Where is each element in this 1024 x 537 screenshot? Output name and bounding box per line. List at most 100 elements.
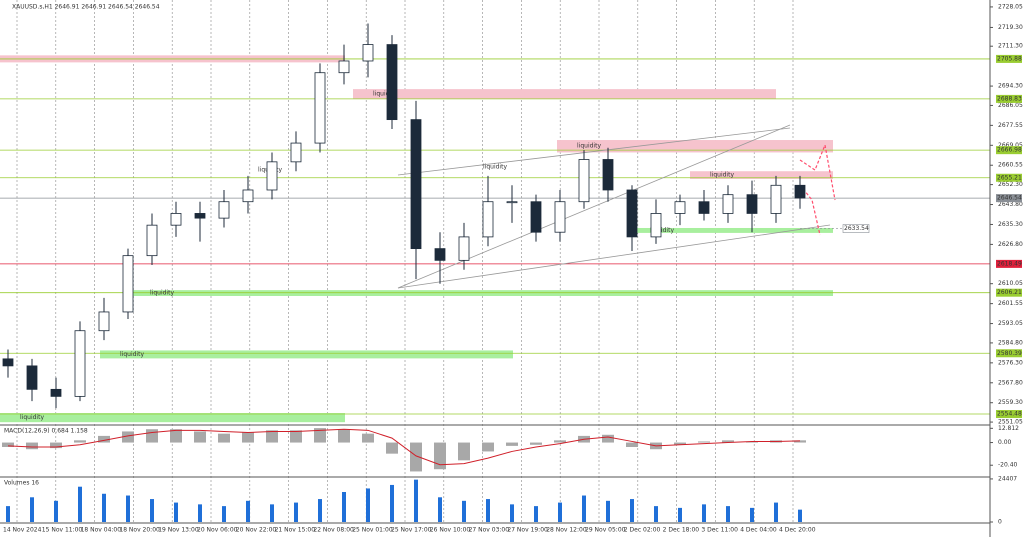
projection-arrow [799,142,836,201]
x-tick-label: 14 Nov 2024 [3,527,42,534]
candle-body [530,201,542,233]
liquidity-zone [630,227,833,233]
volume-bar [150,499,154,522]
level-label-box [996,410,1022,419]
volume-bar [222,506,226,522]
volume-bar [78,486,82,522]
liquidity-zone [0,413,345,423]
y-tick-label: 2601.55 [998,300,1023,307]
macd-bar [266,430,278,443]
x-tick-label: 2 Dec 02:00 [624,527,661,534]
y-tick-label: 2728.05 [998,3,1023,10]
y-tick-label: 2719.30 [998,24,1023,31]
level-label-box [996,173,1022,182]
trend-line [397,127,791,176]
macd-bar [410,442,422,472]
chart-title: XAUUSD.s,H1 2646.91 2646.91 2646.54 2646… [12,4,160,11]
y-tick-label: 2567.80 [998,379,1023,386]
y-tick-label: 2643.80 [998,201,1023,208]
level-label: 2705.88 [997,55,1022,62]
level-label: 2633.54 [844,225,869,232]
trend-line [397,224,831,289]
candle-body [362,44,374,62]
x-tick-label: 27 Nov 19:00 [507,527,548,534]
volume-bar [630,499,634,522]
candle-body [722,194,734,214]
volume-bar [270,504,274,522]
macd-bar [26,442,38,450]
volume-bar [798,509,802,522]
macd-bar [530,442,542,445]
liquidity-zone [557,140,833,153]
y-tick-label: 2686.05 [998,102,1023,109]
volume-title: Volumes 16 [4,480,39,487]
x-tick-label: 27 Nov 03:00 [469,527,510,534]
candle-body [2,358,14,367]
candle-body [50,388,62,397]
x-tick-label: 19 Nov 13:00 [158,527,199,534]
zone-label: liquidity [373,90,397,97]
macd-bar [2,442,14,447]
volume-bar [558,502,562,522]
x-tick-label: 21 Nov 15:00 [275,527,316,534]
volume-bar [54,500,58,522]
macd-bar [602,434,614,443]
level-label-box [996,94,1022,103]
candle-body [650,213,662,238]
x-tick-label: 18 Nov 20:00 [119,527,160,534]
x-tick-label: 18 Nov 04:00 [81,527,122,534]
y-tick-label: 2551.05 [998,419,1023,426]
signal-line [7,428,801,466]
y-tick-label: 2660.55 [998,162,1023,169]
candle-body [338,60,350,74]
x-tick-label: 29 Nov 05:00 [585,527,626,534]
volume-bar [126,495,130,522]
macd-bar [194,431,206,443]
trend-line [397,124,791,289]
y-tick-label: 2652.30 [998,181,1023,188]
x-tick-label: 20 Nov 06:00 [197,527,238,534]
candle-body [458,236,470,261]
volume-bar [702,504,706,522]
macd-bar [482,442,494,452]
macd-bar [314,428,326,443]
candle-body [410,119,422,250]
level-label: 2655.21 [997,174,1022,181]
candle-body [170,213,182,226]
y-tick-label: 2694.30 [998,83,1023,90]
level-label: 2646.54 [997,195,1022,202]
volume-bar [606,500,610,522]
candle-body [314,72,326,144]
volume-bar [774,502,778,522]
y-tick-label: 24407 [998,475,1017,482]
volume-bar [534,506,538,522]
zone-label: liquidity [120,351,144,358]
x-tick-label: 25 Nov 17:00 [391,527,432,534]
volume-bar [198,504,202,522]
level-label: 2554.48 [997,411,1022,418]
y-tick-label: 2576.30 [998,359,1023,366]
macd-bar [698,441,710,443]
volume-bar [510,504,514,522]
level-label-box [996,288,1022,297]
candle-body [794,184,806,199]
x-tick-label: 25 Nov 01:00 [352,527,393,534]
zone-label: liquidity [577,143,601,150]
level-label-box [996,54,1022,63]
candle-body [434,248,446,261]
zone-label: liquidity [20,414,44,421]
level-label: 2606.21 [997,289,1022,296]
macd-title: MACD(12,26,9) 0.684 1.158 [4,428,88,435]
candle-body [506,201,518,204]
y-tick-label: -20.40 [998,462,1018,469]
volume-bar [414,479,418,522]
volume-bar [174,502,178,522]
macd-bar [626,442,638,447]
x-tick-label: 15 Nov 11:00 [42,527,83,534]
candle-body [290,142,302,163]
volume-bar [678,507,682,522]
zone-label: liquidity [650,227,674,234]
macd-bar [794,440,806,443]
y-tick-label: 2677.55 [998,122,1023,129]
